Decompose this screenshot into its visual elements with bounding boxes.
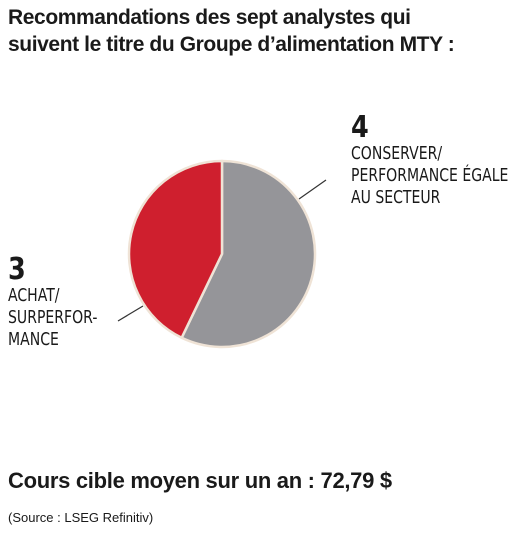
slice-text-achat: ACHAT/ SURPERFOR- MANCE (8, 285, 97, 351)
slice-text-line: SURPERFOR- (8, 307, 98, 328)
pie-slice-conserver (180, 159, 317, 349)
pie-slice-achat (127, 159, 224, 340)
chart-title: Recommandations des sept analystes qui s… (8, 4, 508, 58)
slice-label-achat: 3 ACHAT/ SURPERFOR- MANCE (8, 255, 123, 351)
slice-text-conserver: CONSERVER/ PERFORMANCE ÉGALE AU SECTEUR (351, 143, 508, 209)
leader-line-conserver (298, 179, 327, 200)
leader-line-achat (117, 305, 144, 322)
slice-label-conserver: 4 CONSERVER/ PERFORMANCE ÉGALE AU SECTEU… (351, 113, 516, 209)
slice-count-conserver: 4 (351, 110, 369, 145)
slice-text-line: AU SECTEUR (351, 187, 441, 208)
source-note: (Source : LSEG Refinitiv) (8, 510, 154, 525)
average-target-price: Cours cible moyen sur un an : 72,79 $ (8, 468, 392, 493)
chart-title-line-2: suivent le titre du Groupe d’alimentatio… (8, 33, 455, 56)
chart-title-line-1: Recommandations des sept analystes qui (8, 6, 411, 29)
slice-text-line: PERFORMANCE ÉGALE (351, 165, 509, 186)
slice-text-line: CONSERVER/ (351, 143, 443, 164)
slice-text-line: MANCE (8, 329, 59, 350)
slice-text-line: ACHAT/ (8, 285, 60, 306)
slice-count-achat: 3 (8, 252, 26, 287)
